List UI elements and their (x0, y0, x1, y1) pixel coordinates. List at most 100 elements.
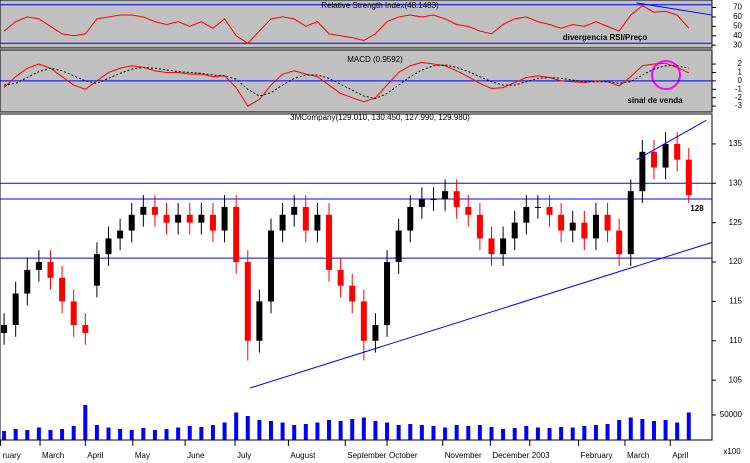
trend-line (249, 241, 713, 389)
volume-bar (512, 428, 517, 440)
volume-bar (419, 425, 424, 440)
volume-bar (141, 428, 146, 440)
y-tick-label: 70 (733, 3, 742, 12)
volume-bar (292, 425, 297, 440)
x-tick-label: March (627, 451, 649, 460)
candle-body (453, 191, 460, 207)
candle-body (233, 206, 240, 263)
x-tick-label: October (389, 451, 418, 460)
volume-bar (48, 430, 53, 440)
volume-bar (234, 412, 239, 440)
volume-bar (524, 426, 529, 440)
candle-body (175, 214, 182, 223)
candle-body (82, 325, 89, 333)
x-tick-label: ruary (3, 451, 21, 460)
candle-body (163, 214, 170, 223)
volume-bar (454, 425, 459, 440)
candle-body (209, 214, 216, 231)
volume-bar (71, 426, 76, 440)
candle-body (59, 277, 66, 302)
volume-bar (280, 422, 285, 440)
volume-bar (36, 427, 41, 440)
price-panel (0, 113, 713, 441)
volume-bar (628, 417, 633, 440)
candle-body (186, 214, 193, 223)
volume-bar (303, 424, 308, 440)
series-line (3, 5, 690, 44)
volume-bar (350, 419, 355, 440)
volume-bar (129, 430, 134, 440)
volume-bar (199, 427, 204, 440)
highlight-circle (651, 60, 681, 90)
y-tick-label: 110 (729, 336, 742, 345)
volume-bar (338, 421, 343, 440)
volume-bar (164, 429, 169, 440)
trend-line (636, 119, 707, 161)
candle-body (627, 191, 634, 255)
volume-bar (327, 420, 332, 440)
candle-body (465, 206, 472, 215)
candle-body (546, 206, 553, 215)
candle-body (476, 214, 483, 239)
y-tick-label: 60 (733, 12, 742, 21)
volume-bar (268, 421, 273, 440)
candle-body (314, 214, 321, 231)
volume-bar (118, 429, 123, 440)
volume-bar (640, 419, 645, 440)
rsi-panel (0, 0, 713, 49)
candle-body (430, 199, 437, 201)
y-tick-label: 50 (733, 21, 742, 30)
x-tick-label: August (290, 451, 316, 460)
candle-body (12, 293, 19, 326)
panel-title: 3MCompany(129.010, 130.450, 127.990, 129… (290, 113, 470, 122)
annotation: sinal de venda (627, 96, 683, 105)
volume-bar (501, 429, 506, 440)
candle-body (93, 254, 100, 286)
candle-body (279, 214, 286, 231)
candle-body (35, 262, 42, 270)
candle-body (302, 206, 309, 231)
y-tick-label: 125 (729, 218, 743, 227)
y-tick-label: 120 (729, 257, 743, 266)
volume-bar (547, 428, 552, 440)
volume-bar (245, 416, 250, 440)
candle-body (488, 238, 495, 255)
trend-line (636, 2, 713, 16)
x-tick-label: November (445, 451, 482, 460)
candle-body (511, 222, 518, 239)
candle-body (105, 238, 112, 255)
annotation: divergencia RSI/Preço (563, 33, 648, 42)
volume-bar (582, 426, 587, 440)
candle-body (674, 143, 681, 160)
volume-unit: x100 (723, 447, 741, 456)
candle-body (151, 206, 158, 215)
annotation: 128 (690, 204, 704, 213)
y-tick-label: -1 (735, 84, 743, 93)
y-tick-label: 130 (729, 178, 743, 187)
x-tick-label: May (135, 451, 150, 460)
volume-bar (651, 421, 656, 440)
volume-bar (408, 424, 413, 440)
panel-title: Relative Strength Index(48.1483) (321, 1, 439, 10)
candle-body (128, 214, 135, 231)
volume-bar (466, 426, 471, 440)
candle-body (407, 206, 414, 231)
candle-body (418, 199, 425, 207)
volume-bar (210, 425, 215, 440)
x-tick-label: April (672, 451, 688, 460)
candle-body (581, 222, 588, 239)
y-tick-label: 115 (729, 297, 742, 306)
volume-bar (396, 425, 401, 440)
volume-bar (94, 425, 99, 440)
volume-bar (489, 427, 494, 440)
candle-body (117, 230, 124, 239)
candle-body (685, 159, 692, 196)
volume-bar (535, 427, 540, 440)
candle-body (523, 206, 530, 223)
volume-bar (25, 430, 30, 440)
volume-bar (361, 417, 366, 440)
volume-bar (373, 421, 378, 440)
volume-bar (593, 425, 598, 440)
x-tick-label: February (581, 451, 613, 460)
